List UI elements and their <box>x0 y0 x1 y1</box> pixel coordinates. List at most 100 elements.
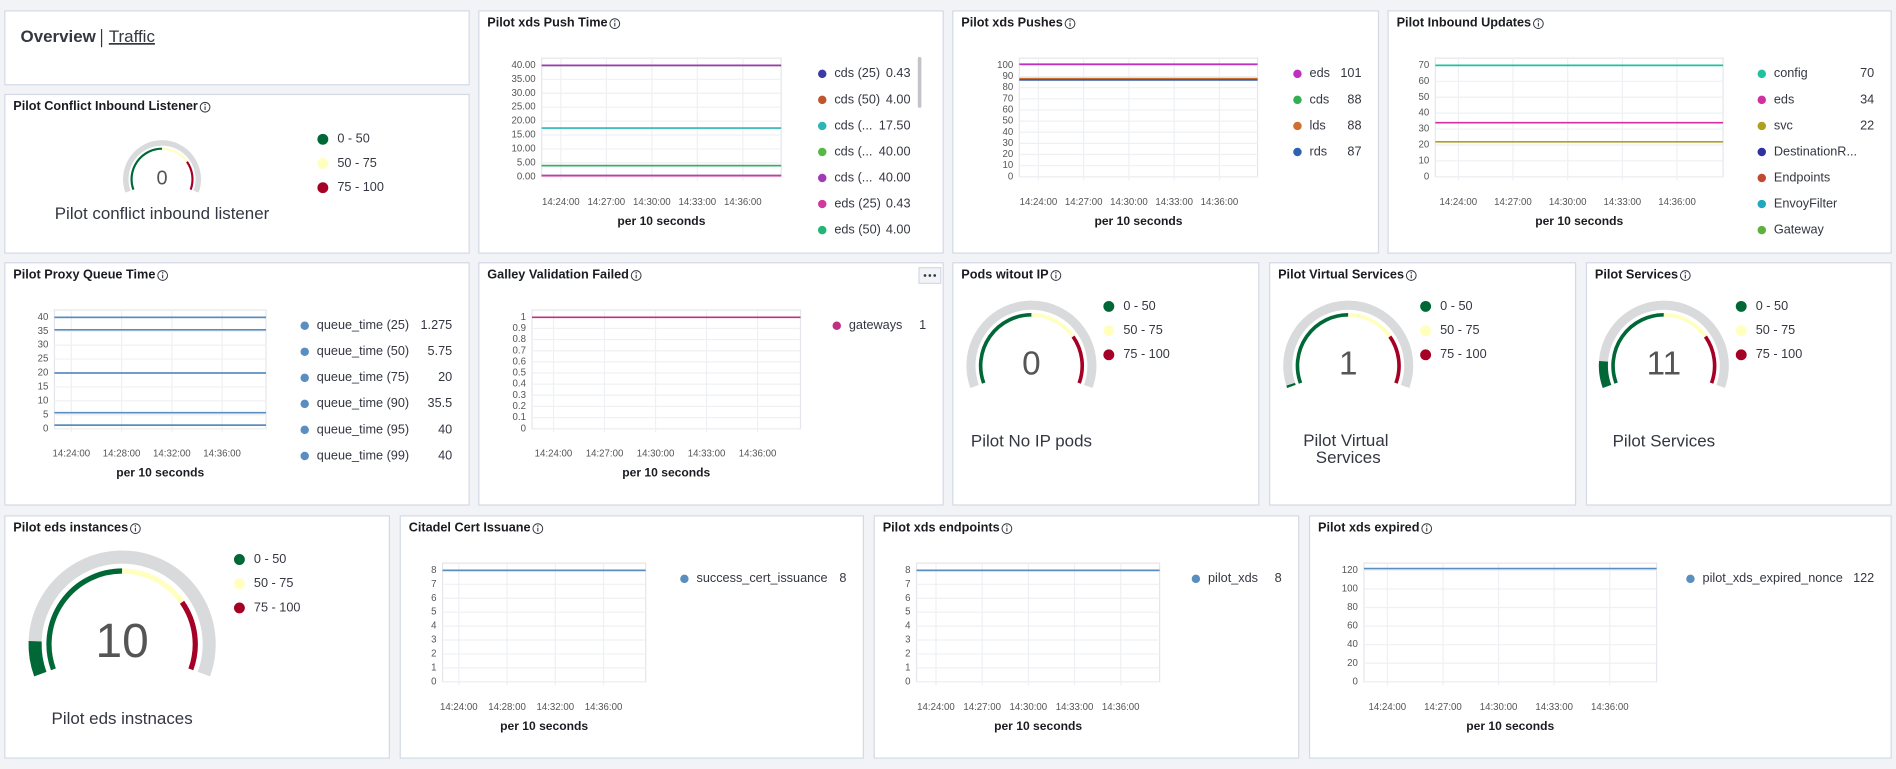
x-tick-label: 14:36:00 <box>724 197 762 208</box>
legend-name: queue_time (99) <box>317 448 409 462</box>
x-tick-label: 14:24:00 <box>53 449 91 460</box>
info-icon-dot <box>614 20 616 22</box>
legend-name: success_cert_issuance <box>696 571 827 585</box>
legend-name: eds <box>1774 92 1794 106</box>
legend-dot <box>1735 300 1747 312</box>
legend-dot <box>818 95 827 105</box>
x-axis-label: per 10 seconds <box>500 719 588 733</box>
legend-value: 88 <box>1347 118 1361 132</box>
y-tick-label: 0.8 <box>513 334 526 345</box>
legend-label: 50 - 75 <box>337 156 376 170</box>
legend-value: 35.5 <box>428 396 453 410</box>
gauge-band <box>1611 313 1664 384</box>
traffic-link[interactable]: Traffic <box>109 27 156 46</box>
y-tick-label: 15.00 <box>511 130 535 141</box>
info-icon-dot <box>134 525 137 527</box>
legend-dot <box>1735 325 1747 337</box>
menu-dot <box>933 274 937 277</box>
info-icon-dot <box>1684 272 1687 274</box>
info-icon-dot <box>635 272 637 274</box>
info-icon <box>1680 270 1691 281</box>
legend-dot <box>1191 574 1201 584</box>
legend-label: 0 - 50 <box>254 552 286 566</box>
legend-dot <box>1293 95 1302 105</box>
panel-title: Pods witout IP <box>961 267 1049 281</box>
x-axis-label: per 10 seconds <box>1094 214 1182 228</box>
y-tick-label: 30.00 <box>511 88 535 99</box>
legend-dot <box>1757 95 1767 105</box>
legend-label: 50 - 75 <box>254 576 293 590</box>
legend-name: Gateway <box>1774 222 1825 236</box>
legend-dot <box>300 451 309 461</box>
legend-dot <box>1757 147 1767 157</box>
x-tick-label: 14:24:00 <box>535 449 573 460</box>
y-tick-label: 90 <box>1003 71 1014 82</box>
gauge-band <box>130 147 163 191</box>
legend-name: cds (... <box>834 118 872 132</box>
y-tick-label: 40 <box>1418 108 1429 119</box>
legend-name: cds (... <box>834 144 872 158</box>
legend-label: 75 - 100 <box>1440 347 1487 361</box>
x-tick-label: 14:33:00 <box>1604 197 1642 208</box>
legend-value: 122 <box>1853 571 1874 585</box>
legend-label: 0 - 50 <box>1440 299 1472 313</box>
panel-title: Pilot xds expired <box>1318 520 1419 534</box>
y-tick-label: 7 <box>905 579 910 590</box>
panel-title: Citadel Cert Issuane <box>409 520 531 534</box>
y-tick-label: 5 <box>43 409 48 420</box>
y-tick-label: 20 <box>1418 140 1429 151</box>
y-tick-label: 0.3 <box>513 390 526 401</box>
panel-title: Pilot xds Pushes <box>961 15 1062 29</box>
gauge-band <box>1348 313 1392 338</box>
y-tick-label: 20 <box>1003 149 1014 160</box>
x-tick-label: 14:27:00 <box>586 449 624 460</box>
legend-dot <box>818 147 827 157</box>
plot-area <box>441 562 647 683</box>
header-title: Overview <box>21 27 97 46</box>
y-tick-label: 0 <box>1008 171 1013 182</box>
legend-dot <box>317 158 329 169</box>
y-tick-label: 3 <box>431 635 436 646</box>
gauge-band <box>179 600 198 671</box>
y-tick-label: 4 <box>905 621 911 632</box>
plot-area <box>53 309 267 430</box>
gauge-band <box>1031 313 1075 338</box>
x-tick-label: 14:36:00 <box>1591 702 1629 713</box>
x-axis-label: per 10 seconds <box>622 466 710 480</box>
legend-dot <box>1293 69 1302 79</box>
legend-dot <box>1757 199 1767 209</box>
info-icon <box>1050 270 1062 281</box>
x-tick-label: 14:36:00 <box>585 702 623 713</box>
legend-name: EnvoyFilter <box>1774 196 1838 210</box>
legend-value: 0.43 <box>886 196 911 210</box>
legend-value: 1.275 <box>421 318 453 332</box>
legend-label: 50 - 75 <box>1756 323 1795 337</box>
info-icon <box>630 270 642 281</box>
y-tick-label: 0 <box>1424 171 1429 182</box>
panel-title: Galley Validation Failed <box>487 267 629 281</box>
legend-name: queue_time (75) <box>317 370 409 384</box>
legend-dot <box>300 399 309 409</box>
legend-name: cds (25) <box>834 66 880 80</box>
info-icon-dot <box>204 103 206 106</box>
x-tick-label: 14:36:00 <box>203 449 241 460</box>
x-tick-label: 14:33:00 <box>679 197 717 208</box>
legend-dot <box>1420 300 1432 312</box>
legend-label: 75 - 100 <box>254 600 301 614</box>
legend-name: cds (50) <box>834 92 880 106</box>
y-tick-label: 0.5 <box>513 368 526 379</box>
legend-dot <box>818 69 827 79</box>
x-tick-label: 14:30:00 <box>637 449 675 460</box>
plot-area <box>531 309 802 430</box>
x-tick-label: 14:36:00 <box>739 449 777 460</box>
x-tick-label: 14:36:00 <box>1201 197 1239 208</box>
x-tick-label: 14:30:00 <box>1549 197 1587 208</box>
gauge-value <box>28 640 47 677</box>
x-tick-label: 14:24:00 <box>1020 197 1058 208</box>
legend-dot <box>1686 574 1695 584</box>
y-tick-label: 80 <box>1347 602 1358 613</box>
x-axis-label: per 10 seconds <box>994 719 1082 733</box>
legend-dot <box>300 373 309 383</box>
legend-name: DestinationR... <box>1774 144 1857 158</box>
legend-dot <box>680 574 689 584</box>
